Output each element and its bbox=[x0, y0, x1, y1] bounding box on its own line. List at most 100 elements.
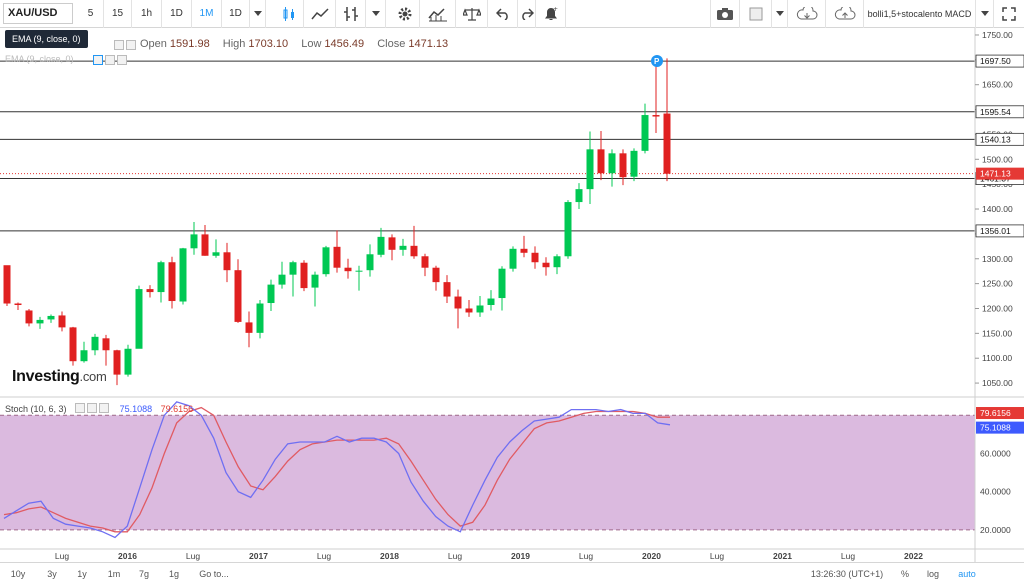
candle-body bbox=[179, 248, 187, 302]
candle-body bbox=[234, 270, 242, 322]
eye-icon[interactable] bbox=[93, 55, 103, 65]
legend-controls[interactable] bbox=[114, 40, 136, 50]
chevron-down-icon[interactable] bbox=[976, 0, 994, 28]
candle-body bbox=[344, 267, 352, 272]
stoch-d-tag-label: 79.6156 bbox=[980, 408, 1011, 418]
indicators-icon[interactable] bbox=[420, 0, 456, 28]
settings-icon[interactable] bbox=[126, 40, 136, 50]
balance-icon[interactable] bbox=[456, 0, 488, 28]
price-tick-label: 1750.00 bbox=[982, 30, 1013, 40]
candle-body bbox=[223, 252, 231, 271]
price-tick-label: 1300.00 bbox=[982, 254, 1013, 264]
alert-bell-icon[interactable]: + bbox=[536, 0, 566, 28]
open-label: Open bbox=[140, 38, 167, 50]
candle-body bbox=[509, 248, 517, 269]
layout-icon[interactable] bbox=[740, 0, 772, 28]
stoch-k-tag-label: 75.1088 bbox=[980, 423, 1011, 433]
interval-5-button[interactable]: 5 bbox=[78, 0, 104, 28]
range-1g-button[interactable]: 1g bbox=[168, 569, 179, 579]
last-price-tag bbox=[976, 167, 1024, 180]
candle-body bbox=[487, 298, 495, 306]
candle-body bbox=[212, 252, 220, 256]
close-icon[interactable] bbox=[99, 403, 110, 413]
cloud-load-icon[interactable] bbox=[788, 0, 826, 28]
candle-body bbox=[454, 296, 462, 309]
chevron-down-icon[interactable] bbox=[250, 0, 266, 28]
candle-body bbox=[157, 262, 165, 293]
hide-icon[interactable] bbox=[114, 40, 124, 50]
level-tag-label: 1540.13 bbox=[980, 134, 1011, 144]
range-7g-button[interactable]: 7g bbox=[138, 569, 149, 579]
candle-body bbox=[124, 348, 132, 375]
fullscreen-icon[interactable] bbox=[994, 0, 1024, 28]
candle-body bbox=[608, 153, 616, 174]
price-chart[interactable]: P 1750.001700.001650.001600.001550.00150… bbox=[0, 0, 1024, 562]
time-tick-label: Lug bbox=[448, 551, 462, 561]
stoch-controls[interactable] bbox=[75, 403, 110, 413]
candle-body bbox=[641, 115, 649, 151]
indicator-tooltip: EMA (9, close, 0) bbox=[5, 30, 88, 48]
price-tick-label: 1500.00 bbox=[982, 154, 1013, 164]
range-10y-button[interactable]: 10y bbox=[10, 569, 26, 579]
candles-icon[interactable] bbox=[274, 0, 304, 28]
candle-body bbox=[597, 149, 605, 174]
redo-icon[interactable] bbox=[518, 0, 536, 28]
candle-body bbox=[69, 327, 77, 362]
stoch-label: Stoch (10, 6, 3) bbox=[5, 404, 67, 414]
candle-body bbox=[113, 350, 121, 375]
chevron-down-icon[interactable] bbox=[772, 0, 788, 28]
open-value: 1591.98 bbox=[169, 38, 210, 50]
stoch-k-line bbox=[3, 401, 671, 539]
low-value: 1456.49 bbox=[324, 38, 365, 50]
percent-toggle[interactable]: % bbox=[900, 569, 909, 579]
price-tick-label: 1650.00 bbox=[982, 80, 1013, 90]
gear-icon[interactable] bbox=[105, 55, 115, 65]
range-3y-button[interactable]: 3y bbox=[47, 569, 57, 579]
candle-body bbox=[355, 270, 363, 272]
range-1y-button[interactable]: 1y bbox=[77, 569, 87, 579]
undo-icon[interactable] bbox=[488, 0, 518, 28]
auto-toggle[interactable]: auto bbox=[958, 569, 976, 579]
line-chart-icon[interactable] bbox=[304, 0, 336, 28]
candle-body bbox=[80, 350, 88, 362]
candle-body bbox=[531, 252, 539, 263]
candle-body bbox=[432, 267, 440, 283]
stoch-d-tag bbox=[976, 407, 1024, 420]
candle-body bbox=[410, 245, 418, 257]
top-toolbar: XAU/USD 5 15 1h 1D 1M 1D + bbox=[0, 0, 1024, 28]
candle-body bbox=[322, 247, 330, 275]
interval-15-button[interactable]: 15 bbox=[104, 0, 132, 28]
range-1m-button[interactable]: 1m bbox=[107, 569, 121, 579]
symbol-search-input[interactable]: XAU/USD bbox=[3, 3, 73, 24]
range-select[interactable]: 1D bbox=[222, 0, 250, 28]
logo-rest: .com bbox=[79, 369, 107, 384]
cloud-save-icon[interactable] bbox=[826, 0, 864, 28]
candle-body bbox=[267, 284, 275, 304]
saved-layout-label[interactable]: bolli1,5+stocalento MACD bbox=[864, 0, 976, 28]
chevron-down-icon[interactable] bbox=[366, 0, 386, 28]
time-tick-label: 2020 bbox=[642, 551, 661, 561]
compare-icon[interactable] bbox=[336, 0, 366, 28]
candle-body bbox=[146, 289, 154, 293]
candle-body bbox=[377, 236, 385, 255]
price-tick-label: 1150.00 bbox=[982, 328, 1012, 338]
candle-body bbox=[630, 150, 638, 177]
gear-icon[interactable] bbox=[390, 0, 420, 28]
interval-1m-button[interactable]: 1M bbox=[192, 0, 222, 28]
ema-controls[interactable] bbox=[93, 55, 127, 65]
log-toggle[interactable]: log bbox=[926, 569, 939, 579]
time-tick-label: Lug bbox=[317, 551, 331, 561]
candle-body bbox=[91, 336, 99, 351]
interval-1d-button[interactable]: 1D bbox=[162, 0, 192, 28]
price-tick-label: 1200.00 bbox=[982, 303, 1013, 313]
close-icon[interactable] bbox=[117, 55, 127, 65]
high-label: High bbox=[222, 38, 246, 50]
gear-icon[interactable] bbox=[87, 403, 98, 413]
candle-body bbox=[553, 256, 561, 268]
camera-icon[interactable] bbox=[710, 0, 740, 28]
interval-1h-button[interactable]: 1h bbox=[132, 0, 162, 28]
stoch-tick-label: 20.0000 bbox=[980, 525, 1011, 535]
candle-body bbox=[388, 237, 396, 250]
goto-button[interactable]: Go to... bbox=[199, 569, 229, 579]
eye-icon[interactable] bbox=[75, 403, 86, 413]
